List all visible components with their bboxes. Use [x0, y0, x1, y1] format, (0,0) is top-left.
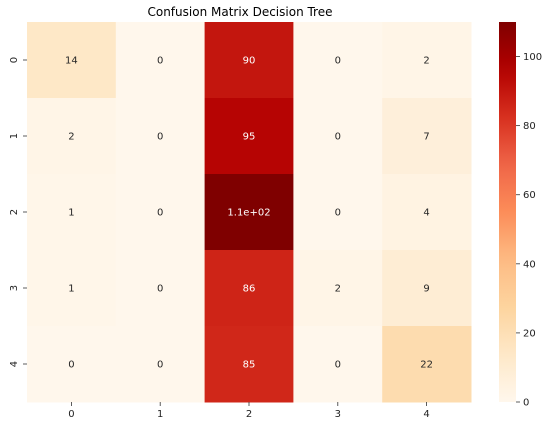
- heatmap-cell: [115, 174, 206, 251]
- heatmap-cell: [382, 326, 472, 403]
- cell-value-label: 0: [335, 56, 341, 67]
- y-tick-label: 2: [9, 209, 20, 215]
- cell-value-label: 1: [68, 208, 74, 219]
- heatmap-cell: [293, 98, 383, 175]
- cell-value-label: 86: [243, 284, 256, 295]
- cell-value-label: 0: [157, 208, 163, 219]
- x-tick-label: 4: [423, 409, 429, 420]
- cell-value-label: 0: [335, 208, 341, 219]
- colorbar-tick-label: 20: [523, 328, 536, 339]
- heatmap-cell: [204, 250, 294, 327]
- heatmap-cells: 14 0 90 0 22 0 95 0 71 0 1.1e+02 0 41 0 86 2 90 0 85 0 22: [27, 22, 472, 403]
- colorbar: 0 20 40 60 80 100: [499, 22, 542, 409]
- heatmap-cell: [115, 326, 206, 403]
- heatmap-cell: [382, 174, 472, 251]
- heatmap-cell: [204, 174, 294, 251]
- y-axis: 0 1 2 3 4: [9, 57, 27, 367]
- cell-value-label: 2: [423, 56, 429, 67]
- heatmap-cell: [204, 22, 294, 99]
- heatmap-cell: [382, 98, 472, 175]
- x-tick-label: 2: [246, 409, 252, 420]
- colorbar-gradient: [499, 22, 516, 402]
- cell-value-label: 0: [157, 284, 163, 295]
- chart-title: Confusion Matrix Decision Tree: [147, 5, 332, 19]
- colorbar-tick-label: 40: [523, 259, 536, 270]
- heatmap-cell: [27, 174, 117, 251]
- cell-value-label: 0: [157, 360, 163, 371]
- y-tick-label: 4: [9, 361, 20, 367]
- heatmap-cell: [382, 250, 472, 327]
- x-tick-label: 1: [157, 409, 163, 420]
- cell-value-label: 0: [335, 132, 341, 143]
- cell-value-label: 4: [423, 208, 429, 219]
- cell-value-label: 0: [157, 132, 163, 143]
- cell-value-label: 95: [243, 132, 256, 143]
- heatmap-cell: [382, 22, 472, 99]
- heatmap-cell: [204, 326, 294, 403]
- cell-value-label: 14: [65, 56, 78, 67]
- heatmap-cell: [293, 174, 383, 251]
- heatmap-cell: [27, 22, 117, 99]
- x-tick-label: 0: [68, 409, 74, 420]
- heatmap-cell: [115, 98, 206, 175]
- heatmap-cell: [204, 98, 294, 175]
- colorbar-tick-label: 100: [523, 52, 542, 63]
- heatmap-cell: [115, 22, 206, 99]
- y-tick-label: 0: [9, 57, 20, 63]
- cell-value-label: 0: [157, 56, 163, 67]
- cell-value-label: 1.1e+02: [227, 208, 270, 219]
- cell-value-label: 22: [420, 360, 433, 371]
- cell-value-label: 2: [335, 284, 341, 295]
- heatmap-cell: [27, 326, 117, 403]
- cell-value-label: 7: [423, 132, 429, 143]
- colorbar-tick-label: 80: [523, 121, 536, 132]
- x-axis: 0 1 2 3 4: [68, 402, 430, 420]
- cell-value-label: 2: [68, 132, 74, 143]
- heatmap-cell: [115, 250, 206, 327]
- cell-value-label: 9: [423, 284, 429, 295]
- x-tick-label: 3: [335, 409, 341, 420]
- y-tick-label: 3: [9, 285, 20, 291]
- heatmap-cell: [293, 22, 383, 99]
- heatmap-cell: [293, 326, 383, 403]
- cell-value-label: 85: [243, 360, 256, 371]
- cell-value-label: 1: [68, 284, 74, 295]
- heatmap-cell: [27, 98, 117, 175]
- cell-value-label: 0: [335, 360, 341, 371]
- heatmap-cell: [293, 250, 383, 327]
- heatmap-cell: [27, 250, 117, 327]
- cell-value-label: 90: [243, 56, 256, 67]
- y-tick-label: 1: [9, 133, 20, 139]
- colorbar-tick-label: 60: [523, 190, 536, 201]
- colorbar-tick-label: 0: [523, 398, 529, 409]
- cell-value-label: 0: [68, 360, 74, 371]
